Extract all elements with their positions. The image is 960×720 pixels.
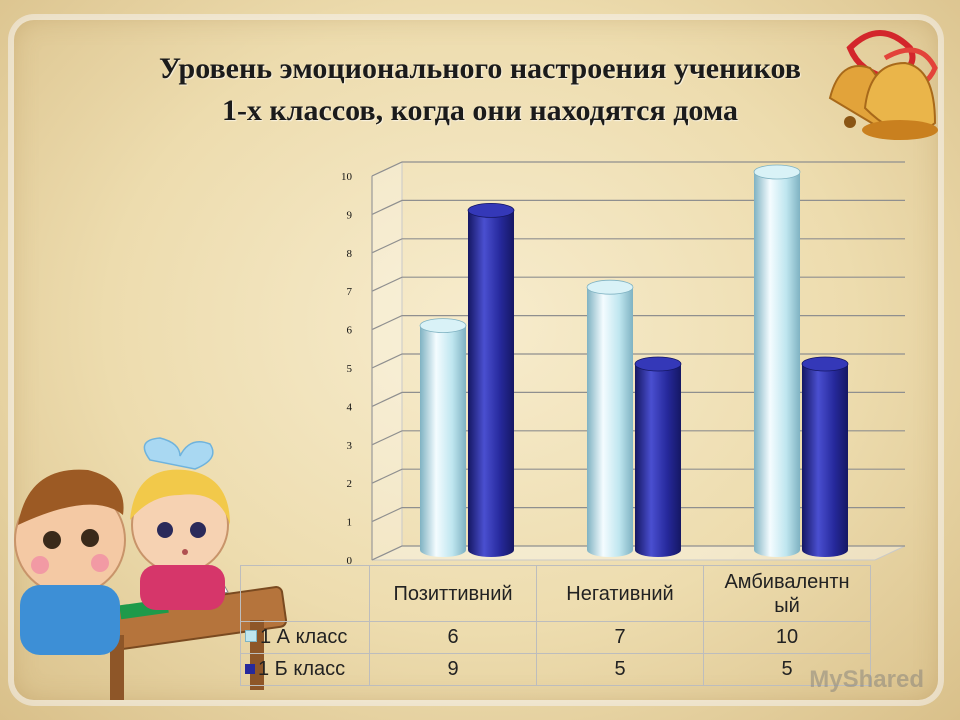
bar-a-0: [419, 318, 467, 557]
ambivalent-label: Амбивалентн ый: [724, 570, 850, 617]
slide-title: Уровень эмоционального настроения ученик…: [40, 48, 920, 132]
grid-line: [371, 199, 905, 215]
bar-body: [754, 172, 800, 557]
bar-top: [586, 279, 634, 295]
y-tick-label: 0: [347, 555, 353, 567]
legend-swatch-a: [245, 630, 257, 642]
value-b-0: 9: [369, 653, 537, 686]
bar-top: [801, 356, 849, 372]
value-a-2: 10: [703, 621, 871, 654]
value-b-2: 5: [703, 653, 871, 686]
y-tick-label: 7: [347, 286, 353, 298]
bar-top: [419, 318, 467, 334]
grid-line: [371, 161, 905, 177]
y-axis: 0 1 2 3 4 5 6 7 8 9 10: [341, 171, 373, 567]
value-b-1: 5: [536, 653, 704, 686]
bar-b-2: [801, 356, 849, 557]
bar-body: [468, 210, 514, 557]
chart-grid: [371, 161, 906, 561]
bar-a-1: [586, 279, 634, 557]
table-row: 1 А класс 6 7 10: [240, 621, 871, 654]
bar-top: [753, 164, 801, 180]
grid-line: [371, 276, 905, 292]
bar-b-0: [467, 202, 515, 557]
table-row: 1 Б класс 9 5 5: [240, 653, 871, 686]
title-line-2: 1-х классов, когда они находятся дома: [221, 94, 739, 127]
category-header-negative: Негативний: [536, 565, 704, 622]
grid-line: [371, 430, 905, 446]
title-line-1: Уровень эмоционального настроения ученик…: [158, 52, 802, 85]
grid-line: [371, 468, 905, 484]
y-tick-label: 1: [347, 517, 353, 529]
bar-top: [467, 202, 515, 218]
y-tick-label: 9: [347, 209, 353, 221]
bar-body: [802, 364, 848, 557]
table-corner: [240, 565, 370, 622]
y-tick-label: 3: [347, 440, 353, 452]
grid-line: [371, 315, 905, 331]
y-tick-label: 6: [347, 325, 353, 337]
category-header-positive: Позиттивний: [369, 565, 537, 622]
chart-bars: [419, 164, 849, 557]
grid-line: [371, 545, 905, 561]
legend-series-a: 1 А класс: [240, 621, 370, 654]
y-tick-label: 5: [347, 363, 353, 375]
grid-line: [371, 507, 905, 523]
value-a-1: 7: [536, 621, 704, 654]
y-tick-label: 10: [341, 171, 353, 183]
value-a-0: 6: [369, 621, 537, 654]
grid-line: [371, 391, 905, 407]
grid-line: [371, 353, 905, 369]
bells-icon: [828, 30, 938, 140]
series-a-name: 1 А класс: [260, 626, 348, 648]
legend-series-b: 1 Б класс: [240, 653, 370, 686]
y-tick-label: 2: [347, 478, 353, 490]
bar-body: [420, 325, 466, 557]
grid-line: [371, 238, 905, 254]
bar-top: [634, 356, 682, 372]
watermark-text: MyShared: [809, 666, 924, 693]
bar-body: [635, 364, 681, 557]
legend-swatch-b: [245, 664, 255, 674]
y-tick-label: 4: [347, 401, 353, 413]
data-table: Позиттивний Негативний Амбивалентн ый 1 …: [240, 565, 871, 686]
bar-a-2: [753, 164, 801, 557]
series-b-name: 1 Б класс: [258, 658, 346, 680]
bar-b-1: [634, 356, 682, 557]
bar-body: [587, 287, 633, 557]
y-tick-label: 8: [347, 248, 353, 260]
category-header-ambivalent: Амбивалентн ый: [703, 565, 871, 622]
